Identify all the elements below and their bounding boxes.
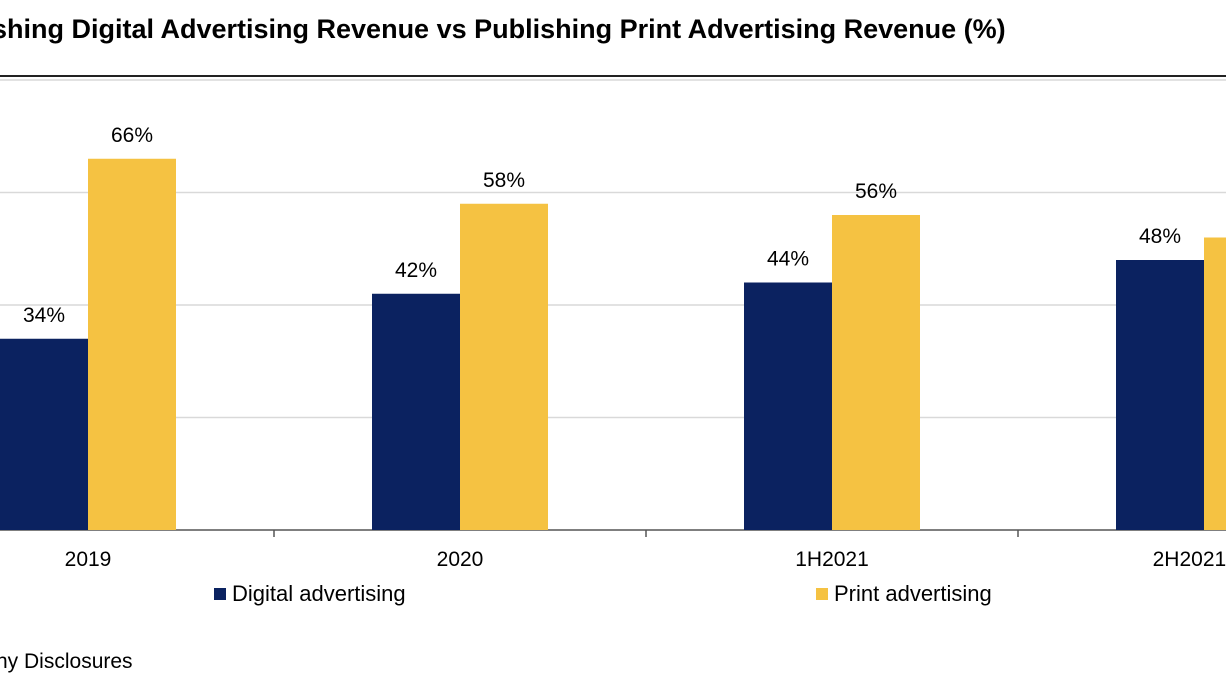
- data-label-digital-2020: 42%: [395, 259, 437, 282]
- chart-title: shing Digital Advertising Revenue vs Pub…: [0, 14, 1006, 44]
- legend-swatch-digital: [214, 588, 226, 600]
- category-label: 1H2021: [795, 548, 869, 571]
- bar-print-2019: [88, 158, 176, 530]
- data-label-digital-2H2021 gu: 48%: [1139, 225, 1181, 248]
- bar-digital-1H2021: [744, 282, 832, 530]
- legend-label-print: Print advertising: [834, 581, 992, 606]
- data-label-print-2019: 66%: [111, 124, 153, 147]
- title-divider: [0, 75, 1226, 77]
- data-label-digital-2019: 34%: [23, 304, 65, 327]
- bar-print-2020: [460, 203, 548, 530]
- category-label: 2019: [65, 548, 112, 571]
- category-label: 2020: [437, 548, 484, 571]
- category-label: 2H2021 gu: [1153, 548, 1226, 571]
- bar-digital-2019: [0, 338, 88, 530]
- legend-label-digital: Digital advertising: [232, 581, 406, 606]
- bar-digital-2020: [372, 293, 460, 530]
- source-note: ny Disclosures: [0, 650, 133, 673]
- legend-swatch-print: [816, 588, 828, 600]
- data-label-print-2020: 58%: [483, 169, 525, 192]
- bar-print-1H2021: [832, 215, 920, 530]
- legend-item-print: Print advertising: [816, 581, 992, 607]
- data-label-print-1H2021: 56%: [855, 180, 897, 203]
- bar-print-2H2021 gu: [1204, 237, 1226, 530]
- bar-digital-2H2021 gu: [1116, 260, 1204, 530]
- legend-item-digital: Digital advertising: [214, 581, 406, 607]
- data-label-digital-1H2021: 44%: [767, 248, 809, 271]
